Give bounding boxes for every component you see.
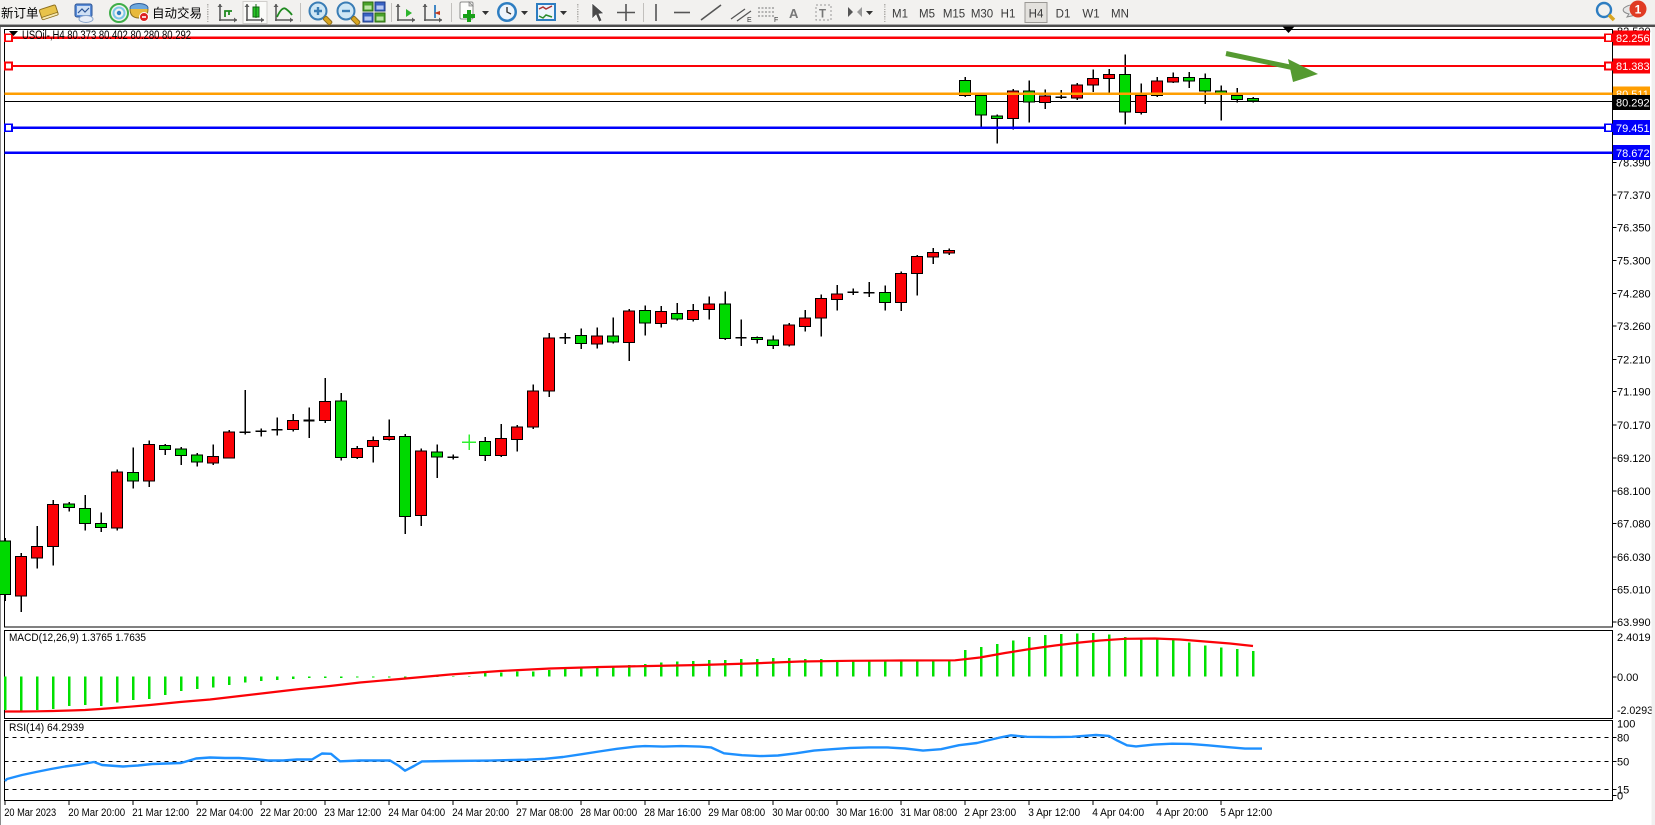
svg-text:31 Mar 08:00: 31 Mar 08:00 — [900, 807, 957, 819]
svg-text:73.260: 73.260 — [1617, 321, 1651, 333]
svg-text:2 Apr 23:00: 2 Apr 23:00 — [964, 807, 1016, 819]
svg-text:1: 1 — [1635, 3, 1642, 17]
svg-text:M5: M5 — [919, 9, 935, 21]
svg-text:5 Apr 12:00: 5 Apr 12:00 — [1220, 807, 1272, 819]
svg-text:22 Mar 04:00: 22 Mar 04:00 — [196, 807, 253, 819]
svg-text:76.350: 76.350 — [1617, 223, 1651, 235]
svg-text:23 Mar 12:00: 23 Mar 12:00 — [324, 807, 381, 819]
svg-text:67.080: 67.080 — [1617, 518, 1651, 530]
svg-text:M30: M30 — [971, 9, 993, 21]
svg-text:28 Mar 00:00: 28 Mar 00:00 — [580, 807, 637, 819]
svg-text:78.672: 78.672 — [1616, 148, 1650, 160]
svg-text:0.00: 0.00 — [1617, 672, 1638, 684]
svg-text:4 Apr 04:00: 4 Apr 04:00 — [1092, 807, 1144, 819]
svg-text:30 Mar 16:00: 30 Mar 16:00 — [836, 807, 893, 819]
svg-text:H4: H4 — [1029, 9, 1044, 21]
svg-text:2.4019: 2.4019 — [1617, 632, 1651, 644]
svg-text:A: A — [789, 6, 799, 21]
svg-text:80: 80 — [1617, 732, 1629, 744]
svg-text:78.390: 78.390 — [1617, 158, 1651, 170]
svg-text:66.030: 66.030 — [1617, 552, 1651, 564]
svg-text:79.451: 79.451 — [1616, 123, 1650, 135]
svg-text:71.190: 71.190 — [1617, 387, 1651, 399]
svg-text:81.383: 81.383 — [1616, 61, 1650, 73]
svg-text:自动交易: 自动交易 — [152, 6, 202, 21]
svg-text:15: 15 — [1617, 784, 1629, 796]
svg-text:M15: M15 — [943, 9, 965, 21]
svg-text:100: 100 — [1617, 719, 1635, 731]
svg-text:D1: D1 — [1056, 9, 1071, 21]
svg-text:75.300: 75.300 — [1617, 256, 1651, 268]
svg-text:82.256: 82.256 — [1616, 33, 1650, 45]
svg-text:MN: MN — [1111, 9, 1129, 21]
svg-text:MACD(12,26,9) 1.3765 1.7635: MACD(12,26,9) 1.3765 1.7635 — [9, 632, 146, 644]
svg-text:80.292: 80.292 — [1616, 98, 1650, 110]
svg-text:F: F — [774, 17, 778, 24]
svg-text:21 Mar 12:00: 21 Mar 12:00 — [132, 807, 189, 819]
svg-text:65.010: 65.010 — [1617, 585, 1651, 597]
svg-text:E: E — [747, 17, 752, 24]
svg-text:30 Mar 00:00: 30 Mar 00:00 — [772, 807, 829, 819]
svg-text:24 Mar 04:00: 24 Mar 04:00 — [388, 807, 445, 819]
svg-text:50: 50 — [1617, 757, 1629, 769]
svg-text:RSI(14) 64.2939: RSI(14) 64.2939 — [9, 722, 84, 734]
svg-text:77.370: 77.370 — [1617, 190, 1651, 202]
svg-text:24 Mar 20:00: 24 Mar 20:00 — [452, 807, 509, 819]
svg-text:63.990: 63.990 — [1617, 617, 1651, 629]
svg-text:68.100: 68.100 — [1617, 486, 1651, 498]
svg-text:29 Mar 08:00: 29 Mar 08:00 — [708, 807, 765, 819]
svg-text:28 Mar 16:00: 28 Mar 16:00 — [644, 807, 701, 819]
svg-text:W1: W1 — [1082, 9, 1099, 21]
svg-text:M1: M1 — [892, 9, 908, 21]
svg-text:-2.0293: -2.0293 — [1617, 705, 1653, 717]
svg-text:22 Mar 20:00: 22 Mar 20:00 — [260, 807, 317, 819]
svg-text:4 Apr 20:00: 4 Apr 20:00 — [1156, 807, 1208, 819]
svg-text:27 Mar 08:00: 27 Mar 08:00 — [516, 807, 573, 819]
svg-text:70.170: 70.170 — [1617, 420, 1651, 432]
svg-text:T: T — [819, 9, 826, 21]
svg-text:20 Mar 20:00: 20 Mar 20:00 — [68, 807, 125, 819]
svg-text:72.210: 72.210 — [1617, 354, 1651, 366]
svg-text:3 Apr 12:00: 3 Apr 12:00 — [1028, 807, 1080, 819]
svg-text:69.120: 69.120 — [1617, 453, 1651, 465]
svg-text:20 Mar 2023: 20 Mar 2023 — [4, 807, 56, 819]
svg-text:新订单: 新订单 — [1, 6, 39, 21]
svg-text:USOil-,H4 80.373 80.402 80.28: USOil-,H4 80.373 80.402 80.280 80.292 — [22, 30, 191, 42]
svg-text:H1: H1 — [1001, 9, 1016, 21]
svg-text:0: 0 — [1617, 791, 1623, 803]
svg-text:74.280: 74.280 — [1617, 289, 1651, 301]
